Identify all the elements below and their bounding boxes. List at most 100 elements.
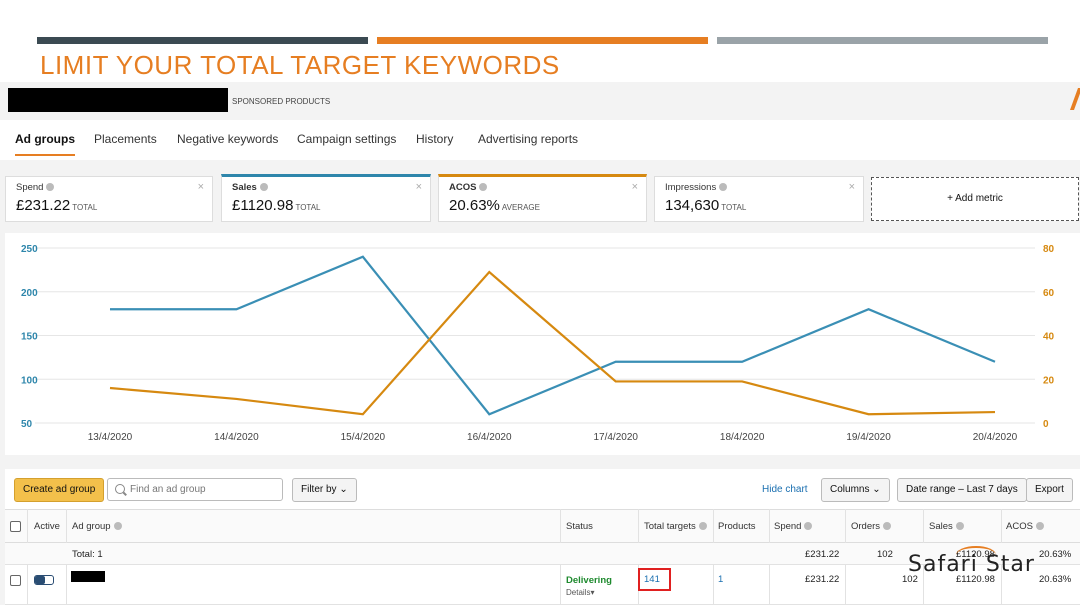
- hide-chart-link[interactable]: Hide chart: [762, 484, 808, 495]
- add-metric-button[interactable]: + Add metric: [871, 177, 1079, 221]
- info-icon: [719, 183, 728, 191]
- metric-card-acos[interactable]: ACOS × 20.63% AVERAGE: [438, 174, 647, 222]
- slide-title: LIMIT YOUR TOTAL TARGET KEYWORDS: [40, 50, 560, 80]
- metric-label: Spend: [16, 182, 44, 193]
- row-checkbox[interactable]: [10, 575, 21, 586]
- series-line-2: [109, 270, 996, 416]
- metric-label: Impressions: [665, 182, 717, 193]
- tab-campaign-settings[interactable]: Campaign settings: [297, 132, 397, 146]
- y-left-tick-label: 250: [21, 244, 38, 255]
- tab-negative-keywords[interactable]: Negative keywords: [177, 132, 279, 146]
- active-toggle[interactable]: [34, 575, 54, 585]
- metric-suffix: AVERAGE: [501, 203, 540, 212]
- y-left-tick-label: 200: [21, 288, 38, 299]
- metric-card-spend[interactable]: Spend × £231.22 TOTAL: [5, 176, 213, 222]
- details-dropdown[interactable]: Details▾: [566, 588, 595, 597]
- metric-label: ACOS: [449, 182, 477, 193]
- x-tick-label: 18/4/2020: [720, 432, 765, 443]
- metric-suffix: TOTAL: [295, 203, 321, 212]
- search-icon: [115, 484, 125, 494]
- chevron-down-icon: ⌄: [872, 484, 881, 495]
- col-total-targets[interactable]: Total targets: [644, 521, 707, 532]
- series-line-1: [110, 255, 996, 416]
- tab-history[interactable]: History: [416, 132, 454, 146]
- col-orders[interactable]: Orders: [851, 521, 892, 532]
- col-ad-group[interactable]: Ad group: [72, 521, 122, 532]
- info-icon: [113, 522, 122, 530]
- y-right-tick-label: 60: [1043, 288, 1055, 299]
- x-tick-label: 19/4/2020: [846, 432, 891, 443]
- metric-card-impressions[interactable]: Impressions × 134,630 TOTAL: [654, 176, 864, 222]
- col-active[interactable]: Active: [34, 521, 60, 532]
- line-chart-svg: 50 100 150 200 250 0 20 40 60 80 13/4/2020 14/4/202…: [21, 244, 1055, 443]
- col-spend[interactable]: Spend: [774, 521, 813, 532]
- info-icon: [804, 522, 813, 530]
- redacted-campaign-name: [8, 88, 228, 112]
- create-ad-group-button[interactable]: Create ad group: [14, 478, 105, 502]
- metric-value: 134,630: [665, 197, 720, 214]
- total-orders: 102: [877, 549, 893, 560]
- x-tick-label: 15/4/2020: [341, 432, 386, 443]
- col-acos[interactable]: ACOS: [1006, 521, 1044, 532]
- performance-chart: 50 100 150 200 250 0 20 40 60 80 13/4/2020 14/4/202…: [5, 233, 1080, 455]
- metric-value: £1120.98: [232, 197, 294, 214]
- campaign-header: SPONSORED PRODUCTS: [0, 82, 1080, 120]
- campaign-type-label: SPONSORED PRODUCTS: [232, 97, 331, 106]
- metric-label: Sales: [232, 182, 257, 193]
- search-placeholder: Find an ad group: [130, 484, 206, 495]
- watermark-logo: Safari Star: [908, 546, 1035, 577]
- y-right-tick-label: 20: [1043, 375, 1055, 386]
- tab-advertising-reports[interactable]: Advertising reports: [478, 132, 579, 146]
- metric-card-sales[interactable]: Sales × £1120.98 TOTAL: [221, 174, 431, 222]
- metric-suffix: TOTAL: [72, 203, 98, 212]
- close-icon[interactable]: ×: [415, 181, 422, 193]
- row-spend: £231.22: [805, 574, 840, 585]
- info-icon: [955, 522, 964, 530]
- table-header: Active Ad group Status Total targets Pro…: [5, 509, 1080, 543]
- col-status[interactable]: Status: [566, 521, 593, 532]
- col-label: Total targets: [644, 521, 696, 532]
- x-tick-label: 14/4/2020: [214, 432, 259, 443]
- filter-by-button[interactable]: Filter by ⌄: [292, 478, 357, 502]
- y-right-tick-label: 80: [1043, 244, 1055, 255]
- col-label: Ad group: [72, 521, 111, 532]
- x-tick-label: 20/4/2020: [973, 432, 1018, 443]
- select-all-checkbox[interactable]: [10, 521, 21, 532]
- y-left-tick-label: 150: [21, 332, 38, 343]
- total-spend: £231.22: [805, 549, 840, 560]
- close-icon[interactable]: ×: [848, 181, 855, 193]
- header-bar-gray: [717, 37, 1048, 44]
- date-range-button[interactable]: Date range – Last 7 days: [897, 478, 1027, 502]
- info-icon: [479, 183, 488, 191]
- close-icon[interactable]: ×: [197, 181, 204, 193]
- col-label: ACOS: [1006, 521, 1033, 532]
- col-label: Sales: [929, 521, 953, 532]
- tab-ad-groups[interactable]: Ad groups: [15, 132, 75, 156]
- col-sales[interactable]: Sales: [929, 521, 964, 532]
- products-link[interactable]: 1: [718, 574, 724, 585]
- col-label: Spend: [774, 521, 802, 532]
- info-icon: [259, 183, 268, 191]
- export-button[interactable]: Export: [1026, 478, 1073, 502]
- metric-value: 20.63%: [449, 197, 500, 214]
- columns-button[interactable]: Columns ⌄: [821, 478, 890, 502]
- total-acos: 20.63%: [1039, 549, 1072, 560]
- header-bar-orange: [377, 37, 708, 44]
- row-sales: £1120.98: [956, 574, 995, 585]
- y-left-tick-label: 50: [21, 419, 33, 430]
- total-label: Total: 1: [72, 549, 103, 560]
- search-input[interactable]: Find an ad group: [107, 478, 283, 501]
- col-products[interactable]: Products: [718, 521, 756, 532]
- status-badge: Delivering: [566, 575, 612, 586]
- ads-console: SPONSORED PRODUCTS Ad groups Placements …: [0, 82, 1080, 605]
- tab-placements[interactable]: Placements: [94, 132, 157, 146]
- total-targets-link[interactable]: 141: [644, 574, 660, 585]
- header-bar-dark: [37, 37, 368, 44]
- info-icon: [698, 522, 707, 530]
- x-tick-label: 16/4/2020: [467, 432, 512, 443]
- y-right-tick-label: 0: [1043, 419, 1049, 430]
- info-icon: [1035, 522, 1044, 530]
- x-tick-label: 17/4/2020: [593, 432, 638, 443]
- close-icon[interactable]: ×: [631, 181, 638, 193]
- highlight-box: [638, 568, 671, 591]
